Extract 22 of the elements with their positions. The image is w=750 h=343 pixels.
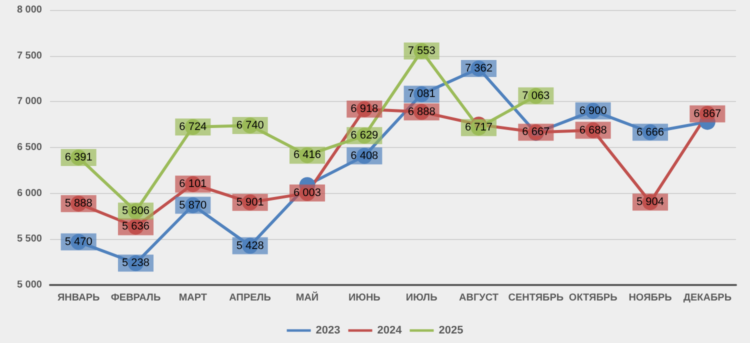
- y-tick-label: 7 500: [16, 50, 42, 62]
- x-tick-label: МАРТ: [178, 292, 208, 304]
- x-tick-label: АПРЕЛЬ: [229, 292, 271, 304]
- y-tick-label: 7 000: [16, 96, 42, 108]
- y-tick-label: 6 500: [16, 142, 42, 153]
- x-tick-label: ОКТЯБРЬ: [568, 292, 618, 304]
- x-tick-label: ИЮНЬ: [348, 292, 380, 304]
- x-tick-label: АВГУСТ: [459, 292, 498, 304]
- x-tick-label: ИЮЛЬ: [406, 292, 438, 304]
- x-tick-label: ДЕКАБРЬ: [683, 292, 732, 304]
- y-tick-label: 5 500: [16, 234, 42, 245]
- x-tick-label: ФЕВРАЛЬ: [110, 292, 161, 304]
- x-tick-label: ЯНВАРЬ: [57, 292, 100, 304]
- y-tick-label: 5 000: [16, 280, 42, 290]
- y-tick-label: 8 000: [16, 4, 42, 16]
- y-tick-label: 6 000: [16, 188, 42, 199]
- legend-label: 2023: [316, 324, 340, 336]
- legend-label: 2025: [438, 324, 464, 336]
- legend-label: 2024: [377, 324, 403, 336]
- x-tick-label: СЕНТЯБРЬ: [508, 292, 564, 304]
- x-tick-label: МАЙ: [296, 290, 319, 304]
- x-tick-label: НОЯБРЬ: [628, 292, 672, 304]
